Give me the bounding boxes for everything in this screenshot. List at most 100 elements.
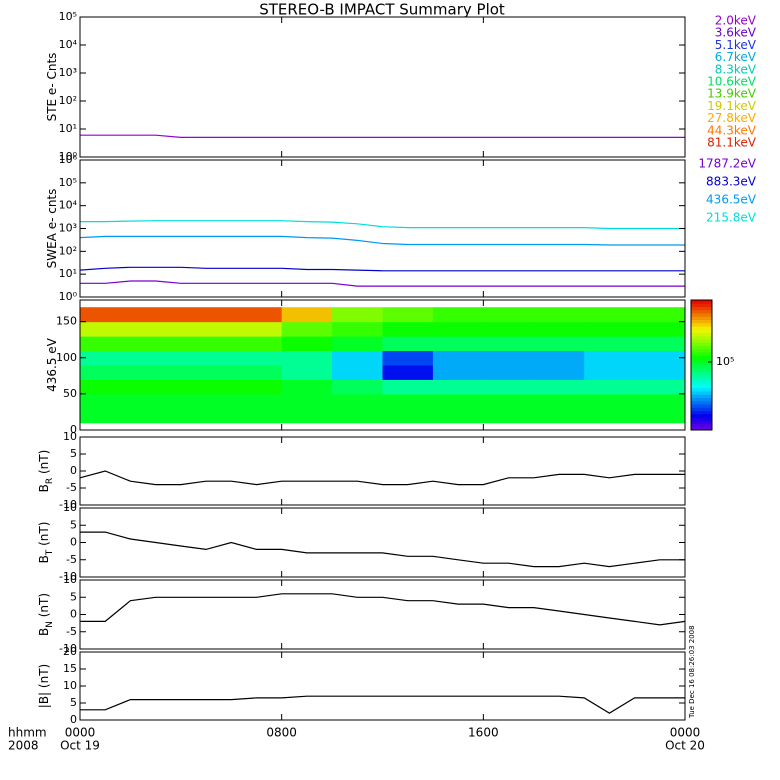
heat-cell — [80, 408, 131, 424]
heat-cell — [231, 350, 283, 366]
heat-cell — [130, 393, 182, 409]
y-tick-label: 50 — [63, 387, 77, 400]
colorbar-tick-label: 10⁵ — [716, 355, 734, 368]
legend-entry: 883.3eV — [706, 175, 757, 189]
colorbar-segment — [691, 335, 712, 340]
legend-entry: 44.3keV — [707, 123, 757, 137]
colorbar-segment — [691, 358, 712, 363]
colorbar-segment — [691, 413, 712, 418]
series-line — [80, 280, 685, 287]
heat-cell — [432, 321, 484, 337]
colorbar-segment — [691, 420, 712, 424]
heat-cell — [432, 408, 484, 424]
heat-cell — [634, 350, 686, 366]
chart-title: STEREO-B IMPACT Summary Plot — [259, 1, 505, 19]
y-tick-label: -10 — [59, 642, 77, 655]
colorbar-segment — [691, 339, 712, 343]
y-axis-label: BN (nT) — [37, 593, 55, 636]
heat-cell — [483, 365, 535, 380]
y-axis-label: STE e- Cnts — [45, 53, 59, 122]
heat-cell — [432, 365, 484, 380]
series-line — [80, 593, 686, 626]
heat-cell — [382, 393, 434, 409]
heat-cell — [584, 393, 636, 409]
y-tick-label: 10² — [59, 94, 77, 107]
y-axis-label-part: (nT) — [37, 450, 51, 478]
series-line — [79, 235, 685, 246]
heat-cell — [483, 379, 535, 395]
colorbar-segment — [691, 326, 712, 330]
heat-cell — [281, 393, 333, 409]
y-axis-label-part: SWEA e- cnts — [45, 189, 59, 269]
heat-cell — [80, 321, 131, 337]
y-tick-label: 150 — [56, 315, 77, 328]
heat-cell — [382, 321, 434, 337]
series-line — [79, 470, 685, 486]
y-axis-label-part: 436.5 eV — [45, 337, 59, 392]
series-line — [80, 220, 685, 230]
heat-cell — [533, 379, 585, 395]
y-tick-label: -5 — [66, 553, 77, 566]
heat-cell — [483, 336, 535, 352]
heat-cell — [80, 365, 131, 380]
colorbar-segment — [691, 342, 712, 346]
colorbar-segment — [691, 352, 712, 356]
heat-cell — [634, 336, 686, 352]
y-tick-label: 0 — [70, 423, 77, 436]
heat-cell — [130, 350, 182, 366]
colorbar-segment — [691, 423, 712, 428]
heat-cell — [382, 307, 434, 323]
legend-entry: 215.8eV — [706, 211, 757, 225]
y-axis-label: BT (nT) — [37, 522, 55, 564]
y-tick-label: 10 — [63, 501, 77, 514]
y-tick-label: 10⁰ — [59, 150, 78, 163]
colorbar-segment — [691, 378, 712, 382]
x-tick-label: 0000 — [670, 726, 701, 740]
y-tick-label: 5 — [70, 696, 77, 709]
legend-entry: 19.1keV — [707, 99, 757, 113]
heat-cell — [231, 307, 283, 323]
heat-cell — [180, 393, 232, 409]
heat-cell — [180, 379, 232, 395]
y-tick-label: 0 — [70, 713, 77, 726]
colorbar-segment — [691, 417, 712, 421]
legend-entry: 6.7keV — [715, 50, 757, 64]
heat-cell — [332, 350, 383, 366]
heat-cell — [180, 336, 232, 352]
x-date-label: Oct 20 — [665, 739, 705, 753]
heat-cell — [332, 379, 383, 395]
timestamp: Tue Dec 16 08:26:03 2008 — [688, 625, 696, 719]
heat-cell — [432, 307, 484, 323]
heat-cell — [584, 408, 636, 424]
y-tick-label: 10⁴ — [59, 38, 78, 51]
heat-cell — [130, 307, 182, 323]
heat-cell — [634, 408, 686, 424]
x-tick-label: 0800 — [266, 726, 297, 740]
y-tick-label: 10 — [63, 573, 77, 586]
heat-cell — [533, 321, 585, 337]
colorbar-segment — [691, 404, 712, 408]
y-tick-label: 10⁶ — [59, 153, 78, 166]
heat-cell — [533, 365, 585, 380]
heat-cell — [180, 307, 232, 323]
heat-cell — [332, 365, 383, 380]
heat-cell — [281, 307, 333, 323]
y-axis-label-part: T — [45, 549, 55, 556]
colorbar-segment — [691, 371, 712, 376]
heat-cell — [180, 408, 232, 424]
y-axis-label-part: |B| (nT) — [37, 664, 51, 708]
heat-cell — [332, 336, 383, 352]
heat-cell — [332, 393, 383, 409]
heat-cell — [483, 393, 535, 409]
colorbar-segment — [691, 309, 712, 314]
colorbar-segment — [691, 300, 712, 304]
colorbar-segment — [691, 329, 712, 333]
colorbar-frame — [690, 299, 713, 431]
y-axis-label-part: B — [37, 628, 51, 636]
y-tick-label: -5 — [66, 625, 77, 638]
colorbar-segment — [691, 355, 712, 359]
heat-cell — [432, 350, 484, 366]
heat-cell — [281, 321, 333, 337]
x-tick-label: 0000 — [65, 726, 96, 740]
